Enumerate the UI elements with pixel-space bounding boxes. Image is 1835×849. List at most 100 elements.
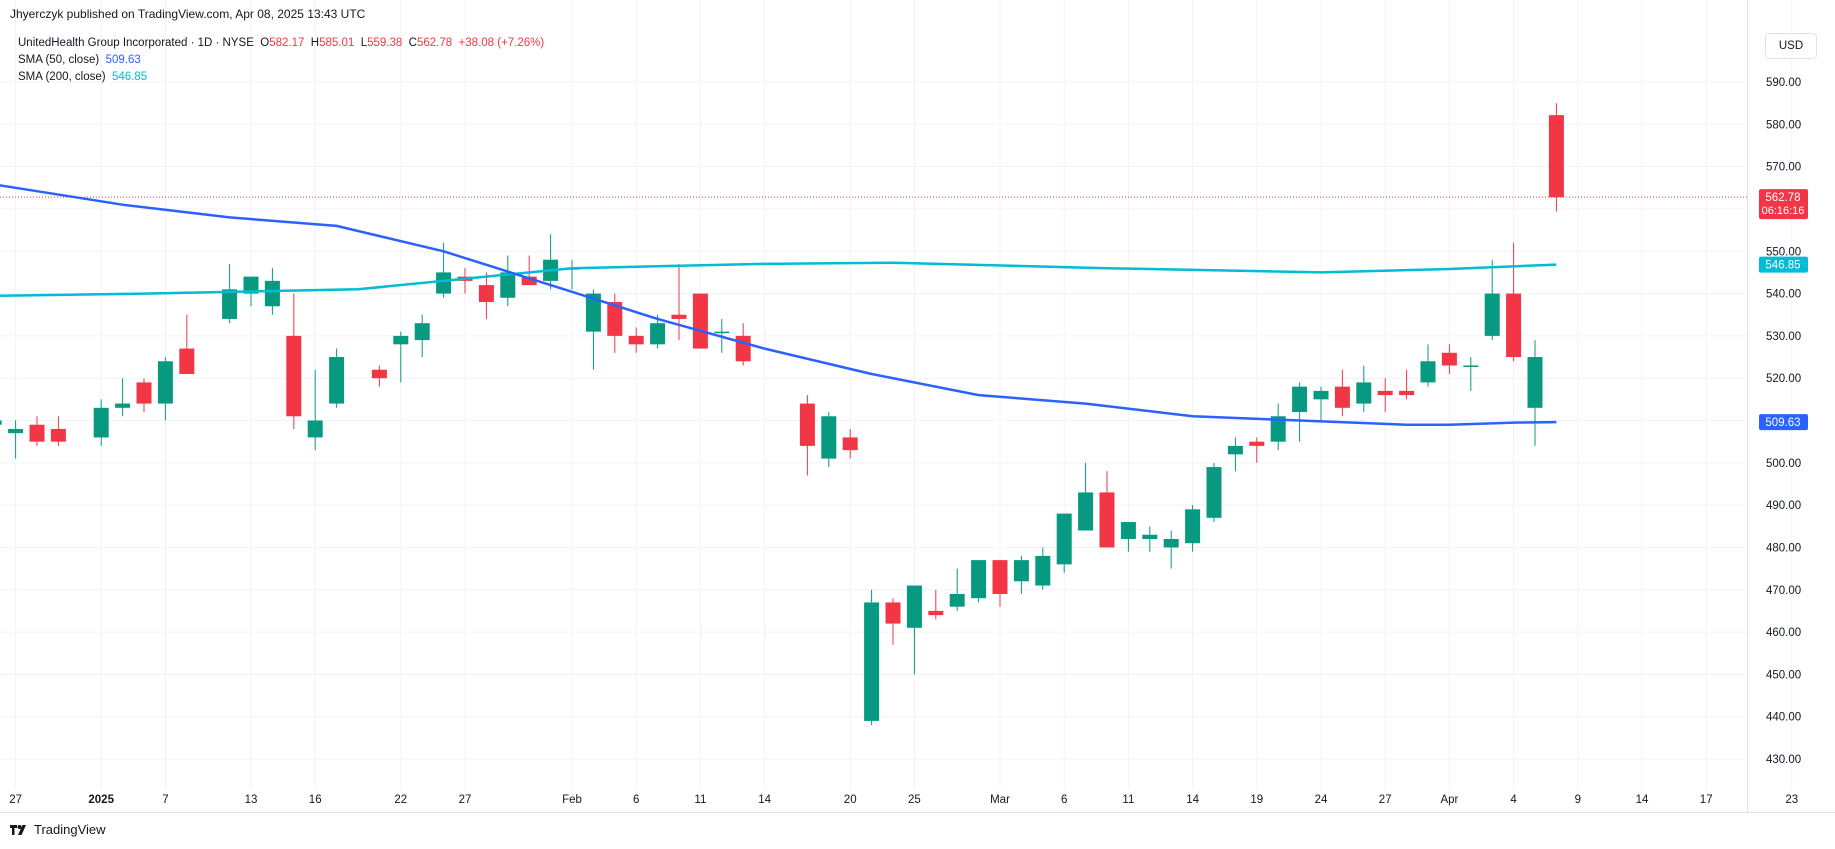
x-tick-label: 13 bbox=[245, 794, 258, 806]
y-tick-label: 520.00 bbox=[1766, 373, 1801, 385]
candle-body bbox=[692, 293, 708, 349]
candle-up bbox=[585, 289, 601, 370]
x-tick-label: Apr bbox=[1440, 794, 1458, 806]
candles bbox=[0, 103, 1564, 726]
candle-up bbox=[564, 259, 580, 290]
candle-up bbox=[1292, 382, 1308, 442]
candle-body bbox=[1484, 293, 1500, 336]
candle-down bbox=[136, 378, 152, 413]
sma200-price-tag-text: 546.85 bbox=[1765, 260, 1800, 272]
x-tick-label: 16 bbox=[309, 794, 322, 806]
candle-up bbox=[1313, 386, 1329, 421]
candle-up bbox=[1035, 547, 1051, 590]
candle-down bbox=[928, 589, 944, 620]
candle-up bbox=[1227, 437, 1243, 472]
candle-body bbox=[1377, 390, 1393, 396]
candle-body bbox=[1441, 352, 1457, 366]
sma200-price-tag: 546.85 bbox=[1759, 256, 1808, 273]
candle-body bbox=[264, 280, 280, 307]
sma200-price-tag-bg bbox=[1759, 256, 1808, 273]
x-tick-label: Feb bbox=[562, 794, 582, 806]
candle-body bbox=[136, 382, 152, 404]
close-value: 562.78 bbox=[416, 37, 453, 49]
candle-down bbox=[799, 395, 815, 476]
y-tick-label: 570.00 bbox=[1766, 162, 1801, 174]
candle-up bbox=[650, 314, 666, 349]
candle-body bbox=[222, 289, 238, 319]
candle-body bbox=[1399, 390, 1415, 396]
candle-up bbox=[1206, 462, 1222, 523]
candle-body bbox=[799, 403, 815, 446]
candle-up bbox=[500, 255, 516, 307]
close-label: C bbox=[408, 37, 417, 49]
y-tick-label: 580.00 bbox=[1766, 119, 1801, 131]
candle-body bbox=[1356, 382, 1372, 404]
candle-up bbox=[1142, 526, 1158, 552]
x-tick-label: 19 bbox=[1250, 794, 1263, 806]
candle-body bbox=[949, 593, 965, 607]
y-tick-label: 590.00 bbox=[1766, 77, 1801, 89]
sma50-value: 509.63 bbox=[105, 54, 141, 66]
candle-body bbox=[29, 424, 45, 442]
candle-up bbox=[949, 568, 965, 611]
candle-body bbox=[436, 272, 452, 294]
tradingview-logo-icon bbox=[10, 824, 26, 835]
candle-body bbox=[157, 361, 173, 404]
candle-body bbox=[1206, 467, 1222, 518]
sma200-legend-row[interactable]: SMA (200, close) 546.85 bbox=[18, 69, 544, 86]
sma50-legend-row[interactable]: SMA (50, close) 509.63 bbox=[18, 52, 544, 69]
candle-down bbox=[1377, 378, 1393, 413]
publisher-line: Jhyerczyk published on TradingView.com, … bbox=[10, 7, 366, 21]
candle-body bbox=[371, 369, 387, 379]
high-value: 585.01 bbox=[319, 37, 355, 49]
x-tick-label: 6 bbox=[633, 794, 639, 806]
candle-up bbox=[1163, 530, 1179, 569]
candle-body bbox=[1420, 361, 1436, 383]
candle-body bbox=[1078, 492, 1094, 531]
x-tick-label: 9 bbox=[1575, 794, 1581, 806]
sma50-price-tag: 509.63 bbox=[1759, 414, 1808, 431]
x-tick-label: 4 bbox=[1510, 794, 1517, 806]
candle-down bbox=[1548, 103, 1564, 212]
candle-body bbox=[650, 323, 666, 345]
candle-up bbox=[222, 263, 238, 324]
candle-down bbox=[1506, 242, 1522, 362]
candle-up bbox=[8, 420, 24, 459]
candle-body bbox=[115, 403, 131, 408]
chart-legend: UnitedHealth Group Incorporated · 1D · N… bbox=[18, 35, 544, 86]
candle-down bbox=[457, 268, 473, 294]
x-tick-label: 20 bbox=[844, 794, 857, 806]
candle-body bbox=[821, 416, 837, 459]
x-tick-label: 7 bbox=[162, 794, 168, 806]
candle-body bbox=[1056, 513, 1072, 565]
open-label: O bbox=[260, 37, 270, 49]
candle-down bbox=[1441, 344, 1457, 374]
y-tick-label: 430.00 bbox=[1766, 754, 1801, 766]
x-tick-label: 11 bbox=[694, 794, 706, 806]
candle-body bbox=[1506, 293, 1522, 358]
candle-body bbox=[1334, 386, 1350, 408]
candle-body bbox=[93, 407, 109, 438]
x-tick-label: 22 bbox=[394, 794, 407, 806]
y-tick-label: 490.00 bbox=[1766, 500, 1801, 512]
low-value: 559.38 bbox=[367, 37, 403, 49]
candle-body bbox=[521, 276, 537, 286]
x-tick-label: 25 bbox=[908, 794, 921, 806]
x-tick-label: 14 bbox=[1636, 794, 1649, 806]
candle-body bbox=[607, 302, 623, 336]
x-tick-label: 14 bbox=[1186, 794, 1199, 806]
y-tick-label: 450.00 bbox=[1766, 669, 1801, 681]
candle-down bbox=[286, 293, 302, 429]
ohlc-legend-row[interactable]: UnitedHealth Group Incorporated · 1D · N… bbox=[18, 35, 544, 52]
candle-body bbox=[1249, 441, 1265, 446]
tradingview-footer[interactable]: TradingView bbox=[10, 822, 106, 837]
candle-up bbox=[1420, 344, 1436, 387]
candle-body bbox=[1227, 445, 1243, 455]
candle-body bbox=[1548, 115, 1564, 198]
open-value: 582.17 bbox=[269, 37, 305, 49]
candle-down bbox=[842, 428, 858, 459]
currency-button[interactable]: USD bbox=[1765, 33, 1817, 59]
y-tick-label: 530.00 bbox=[1766, 331, 1801, 343]
candle-up bbox=[157, 357, 173, 421]
